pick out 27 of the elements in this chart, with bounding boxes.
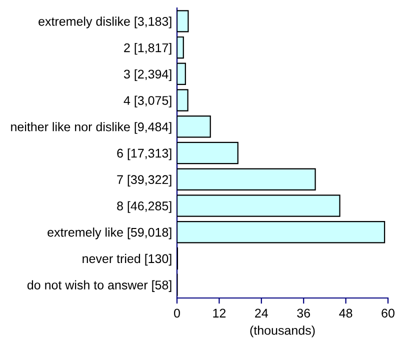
y-tick-label: never tried [130] [82, 254, 172, 266]
y-tick-label: neither like nor dislike [9,484] [11, 122, 172, 134]
x-tick-label: 48 [339, 308, 352, 318]
x-tick-label: 24 [255, 308, 268, 318]
y-tick-label: 7 [39,322] [117, 174, 172, 186]
bar [177, 89, 188, 112]
bar [177, 10, 189, 32]
y-tick-label: extremely dislike [3,183] [38, 16, 172, 28]
bar [177, 194, 340, 217]
x-tick-label: 12 [213, 308, 226, 318]
bar [177, 36, 184, 59]
y-tick-label: 8 [46,285] [117, 201, 172, 213]
x-tick-label: 0 [174, 308, 180, 318]
y-tick-label: do not wish to answer [58] [27, 280, 172, 292]
x-axis-title: (thousands) [250, 326, 315, 338]
bar [177, 168, 316, 190]
x-tick-label: 36 [297, 308, 310, 318]
bar [177, 116, 211, 138]
y-tick-label: 6 [17,313] [117, 148, 172, 160]
x-tick-label: 60 [382, 308, 394, 318]
y-tick-label: 3 [2,394] [124, 69, 172, 82]
y-tick-label: 4 [3,075] [124, 96, 172, 108]
bar [177, 62, 186, 86]
y-tick-label: 2 [1,817] [124, 43, 172, 55]
bar [177, 142, 238, 164]
y-tick-label: extremely like [59,018] [48, 228, 172, 240]
bar [177, 220, 386, 244]
